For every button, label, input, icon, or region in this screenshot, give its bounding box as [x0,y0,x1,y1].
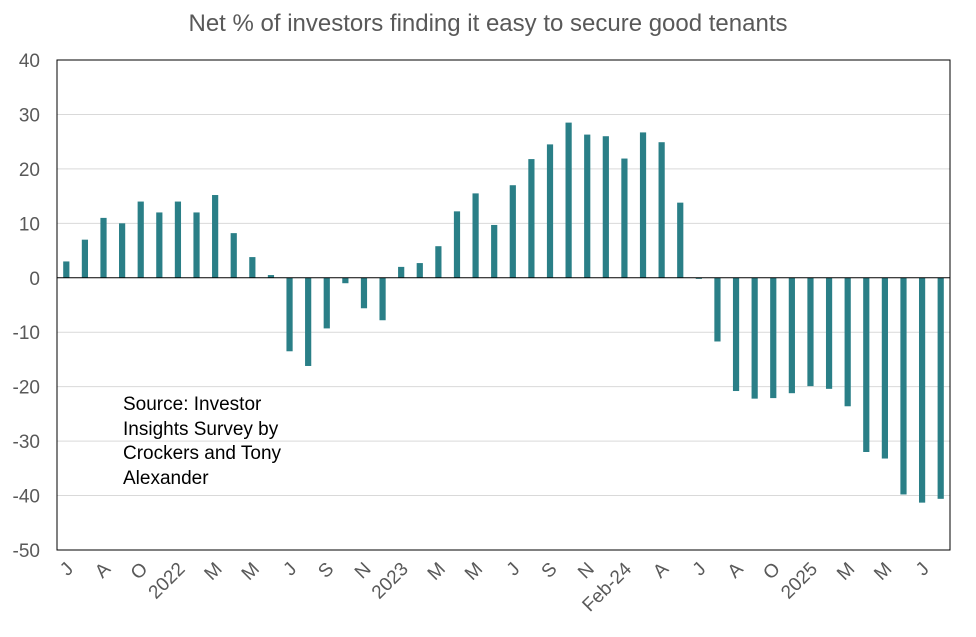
bar [788,277,795,394]
bar [305,277,312,366]
plot-frame [56,59,951,551]
bar [119,223,126,278]
y-tick-label: -50 [13,541,40,562]
x-tick-label: M [833,559,859,585]
x-tick-label: 2023 [368,559,413,604]
bar [379,277,386,321]
bar [398,266,405,278]
bar [435,246,442,278]
bars [63,122,944,503]
bar [714,277,721,342]
bar [342,277,349,284]
bar [732,277,740,392]
bar [230,233,237,278]
bar [509,185,516,278]
x-tick-label: M [461,559,487,585]
x-tick-label: S [314,559,338,583]
y-tick-label: 30 [19,105,40,126]
x-tick-label: O [127,559,152,584]
x-tick-label: N [574,559,599,584]
x-tick-label: J [503,559,525,581]
bar [751,277,758,399]
x-tick-label: M [424,559,450,585]
x-tick-label: N [351,559,376,584]
bar [267,275,275,278]
bar [584,134,591,278]
bar [100,217,107,278]
bar [937,277,944,499]
y-tick-label: -10 [13,323,40,344]
bar [81,239,89,278]
x-tick-label: A [649,558,673,582]
bar [621,158,628,278]
bar [491,224,498,278]
bar [695,277,702,279]
y-axis-ticks: 40 30 20 10 0 -10 -20 -30 -40 -50 [13,51,40,562]
bar [323,277,330,329]
plot-border [56,59,951,551]
bar [639,132,647,278]
x-tick-label: J [56,559,78,581]
bar [360,277,368,309]
bar [918,277,926,503]
bar [137,201,144,278]
bar [770,277,777,399]
x-tick-label: A [724,558,748,582]
y-tick-label: -20 [13,378,40,399]
bar [193,212,200,278]
x-tick-label: 2022 [145,559,190,604]
y-tick-label: 40 [19,51,40,72]
x-tick-label: M [238,559,264,585]
gridlines [57,113,950,497]
x-tick-label: O [759,559,784,584]
bar [453,211,461,278]
x-tick-label: J [280,559,302,581]
source-annotation: Source: Investor Insights Survey by Croc… [123,394,282,489]
bar [528,159,535,278]
y-tick-label: -40 [13,487,40,508]
bar [565,122,572,278]
x-tick-label: J [912,559,934,581]
x-tick-label: S [538,559,562,583]
bar [825,277,833,389]
bar [546,144,554,278]
y-tick-label: 0 [29,269,40,290]
bar [472,193,479,278]
bar [881,277,888,459]
bar [416,263,423,278]
x-tick-label: 2025 [777,559,822,604]
y-tick-label: 20 [19,160,40,181]
x-tick-label: A [91,558,115,582]
bar [900,277,907,495]
bar [212,195,219,278]
bar [174,201,182,278]
bar [844,277,851,407]
x-tick-label: M [870,559,896,585]
y-tick-label: -30 [13,432,40,453]
bar [863,277,870,452]
chart-title: Net % of investors finding it easy to se… [188,10,788,37]
x-tick-label: J [689,559,711,581]
bar [156,212,163,278]
y-tick-label: 10 [19,214,40,235]
bar [807,277,814,387]
bar [658,142,665,278]
bar [63,261,70,278]
bar [602,136,609,278]
bar [249,257,256,278]
bar [677,202,684,278]
bar [286,277,293,352]
x-tick-label: M [201,559,227,585]
